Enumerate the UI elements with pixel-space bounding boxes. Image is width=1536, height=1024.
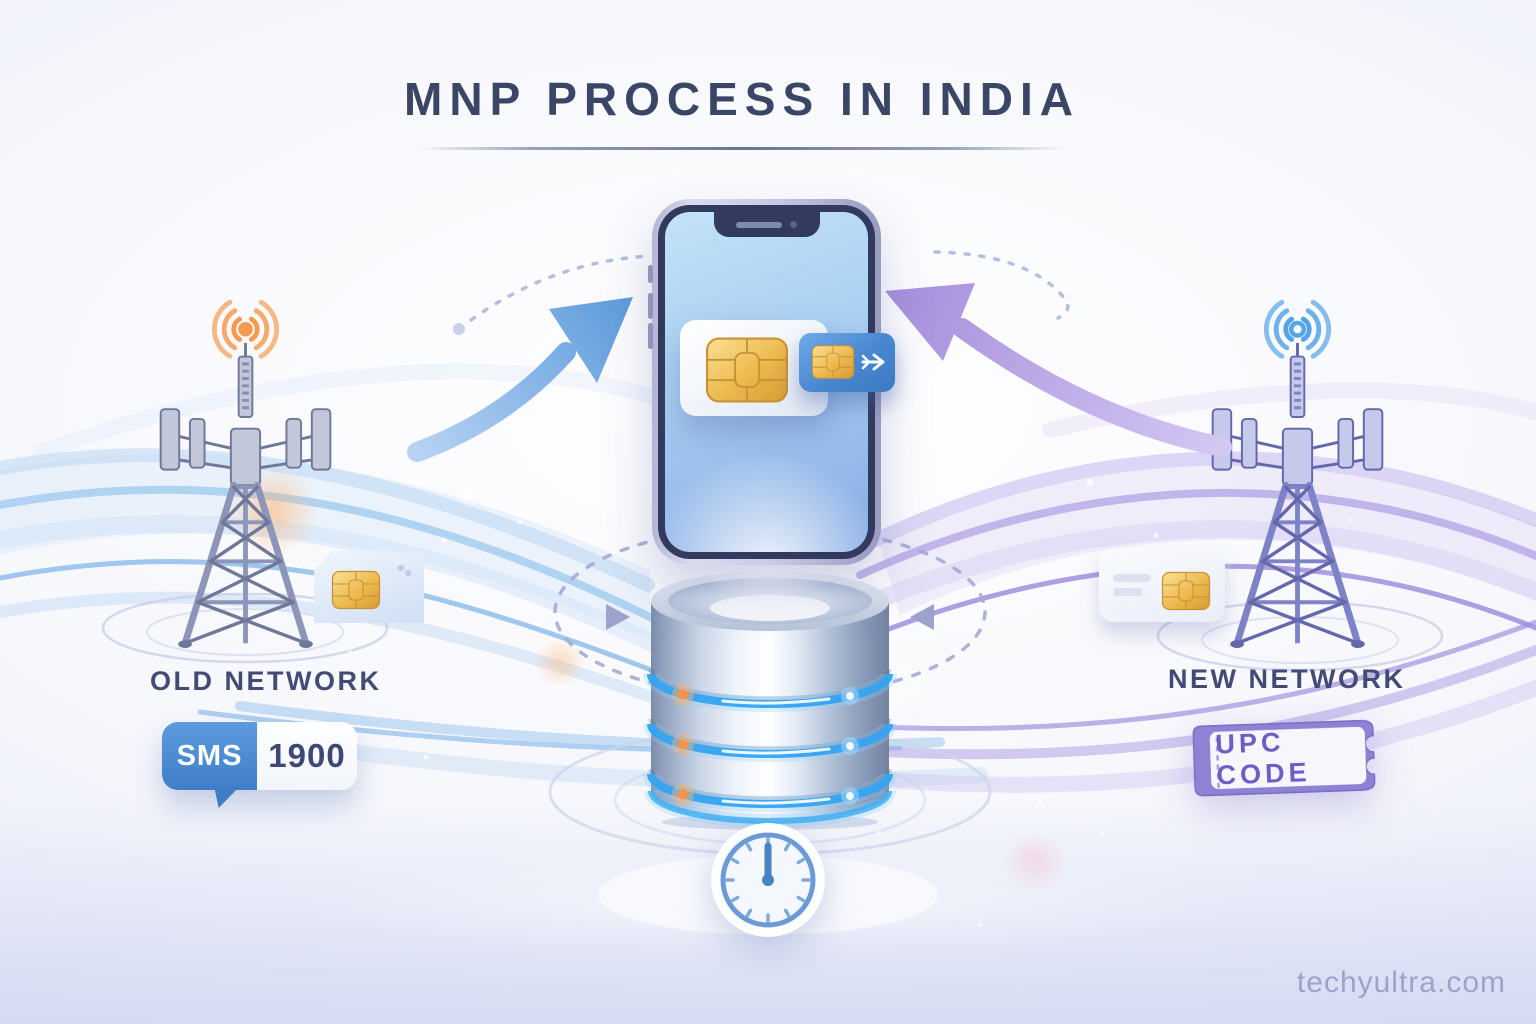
new-network-label: NEW NETWORK (1168, 664, 1406, 694)
new-network-tower-icon (1212, 299, 1383, 649)
watermark: techyultra.com (1296, 966, 1506, 999)
sim-deco-bar (1113, 588, 1143, 596)
speech-bubble-tail (214, 786, 240, 808)
upc-code-label: UPC CODE (1214, 727, 1312, 791)
phone-speaker-icon (736, 221, 782, 228)
old-sim-card-icon (314, 551, 424, 623)
sim-chip-icon (705, 337, 789, 403)
sim-deco-bar (1113, 574, 1151, 582)
sms-badge-prefix: SMS (162, 722, 257, 790)
old-signal-icon (211, 299, 280, 359)
phone-side-button (648, 323, 653, 349)
phone-notch (713, 212, 820, 237)
sim-deco-dots (397, 564, 412, 577)
database-cylinder-icon (643, 571, 897, 830)
page-title: MNP PROCESS IN INDIA (404, 73, 1080, 125)
sms-1900-badge: SMS 1900 (162, 722, 357, 808)
sms-badge-number: 1900 (257, 722, 357, 790)
phone-side-button (648, 293, 653, 319)
porting-timer-clock-icon (711, 823, 825, 937)
phone-camera-icon (790, 221, 797, 228)
sim-chip-icon (1161, 571, 1211, 611)
new-sim-card-icon (1099, 548, 1225, 622)
smartphone (648, 199, 881, 565)
ticket-icon (1192, 719, 1376, 797)
database-status-lights (672, 683, 859, 806)
screen-glow (665, 452, 868, 552)
sim-chip-icon (331, 570, 381, 610)
arrow-new-to-phone-icon (885, 283, 1232, 457)
upc-code-ticket: UPC CODE (1185, 715, 1388, 802)
arrow-old-to-phone-icon (407, 297, 633, 462)
sim-swap-arrow-icon (861, 353, 885, 371)
new-signal-icon (1263, 299, 1332, 359)
phone-side-button (648, 265, 653, 283)
old-network-tower-icon (160, 299, 331, 649)
sim-chip-icon (811, 345, 855, 379)
sim-swap-badge (799, 333, 895, 392)
old-network-label: OLD NETWORK (150, 666, 382, 696)
title-underline (418, 147, 1066, 150)
